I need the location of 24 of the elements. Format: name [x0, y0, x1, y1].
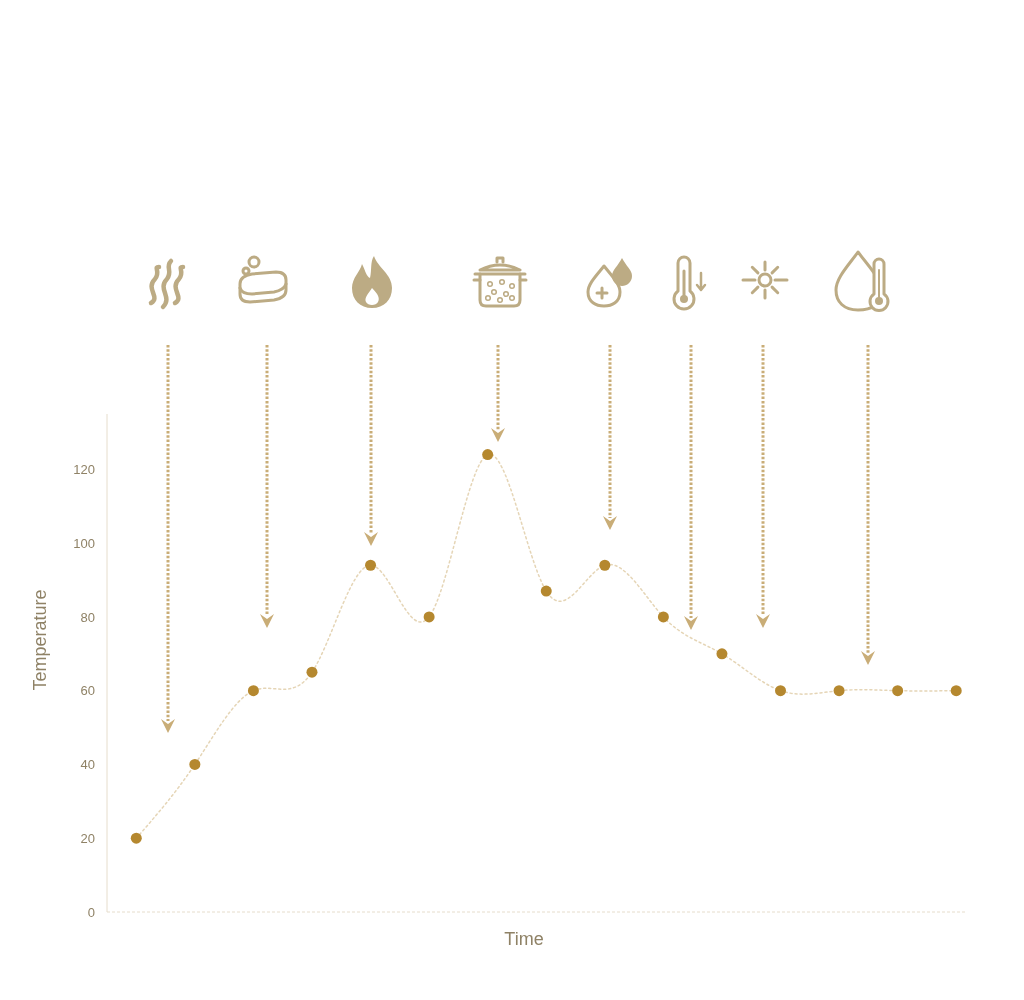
point — [950, 685, 962, 697]
point — [599, 559, 611, 571]
point — [892, 685, 904, 697]
point — [716, 648, 728, 660]
y-tick-label: 80 — [80, 609, 95, 625]
point — [306, 666, 318, 678]
point — [189, 758, 201, 770]
point — [130, 832, 142, 844]
y-tick-label: 0 — [87, 904, 95, 920]
x-axis-title: Time — [504, 929, 544, 949]
point — [540, 585, 552, 597]
y-tick-label: 40 — [80, 757, 95, 773]
point — [657, 611, 669, 623]
y-tick-label: 120 — [73, 461, 95, 477]
point — [247, 685, 259, 697]
y-tick-label: 60 — [80, 683, 95, 699]
point — [423, 611, 435, 623]
point — [482, 449, 494, 461]
y-tick-label: 100 — [73, 535, 95, 551]
point — [833, 685, 845, 697]
point — [775, 685, 787, 697]
y-tick-label: 20 — [80, 830, 95, 846]
y-axis-title: Temperature — [30, 589, 50, 691]
point — [365, 559, 377, 571]
